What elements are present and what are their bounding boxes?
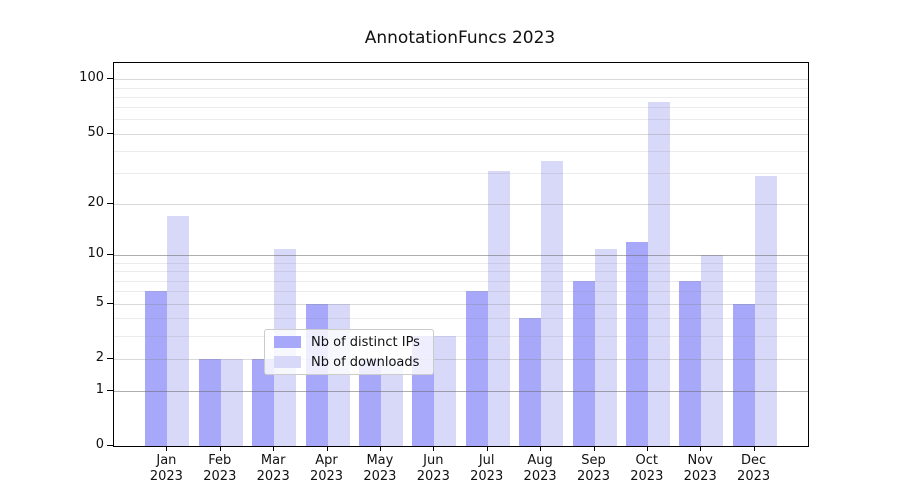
x-tick-label-nov: Nov 2023 xyxy=(683,453,717,484)
y-tick-label-100: 100 xyxy=(79,70,104,86)
gridline-y-8 xyxy=(114,271,808,273)
x-tick-label-jan: Jan 2023 xyxy=(149,453,183,484)
legend-swatch-downloads xyxy=(274,356,301,368)
y-tick-label-20: 20 xyxy=(87,195,104,210)
x-tick-mark-aug xyxy=(540,446,542,451)
bar-downloads-sep xyxy=(594,248,617,446)
y-tick-mark-2 xyxy=(107,357,113,359)
x-tick-mark-may xyxy=(379,446,381,451)
legend: Nb of distinct IPs Nb of downloads xyxy=(264,329,434,375)
y-tick-label-2: 2 xyxy=(95,349,104,365)
gridline-y-30 xyxy=(114,173,808,175)
bar-ips-nov xyxy=(679,280,702,446)
bar-ips-jul xyxy=(465,291,488,446)
y-tick-mark-50 xyxy=(107,132,113,134)
legend-swatch-distinct-ips xyxy=(274,336,301,348)
y-tick-mark-5 xyxy=(107,302,113,304)
bar-downloads-jan xyxy=(167,216,190,446)
y-tick-label-5: 5 xyxy=(95,294,104,310)
x-tick-label-sep: Sep 2023 xyxy=(576,453,611,484)
bar-ips-feb xyxy=(198,358,221,446)
gridline-y-10 xyxy=(114,255,808,257)
bar-downloads-aug xyxy=(541,161,564,446)
bar-ips-aug xyxy=(519,318,542,446)
bar-downloads-dec xyxy=(754,175,777,446)
legend-row-downloads: Nb of downloads xyxy=(265,354,433,370)
bar-downloads-jul xyxy=(487,170,510,446)
gridline-y-6 xyxy=(114,291,808,293)
x-tick-mark-mar xyxy=(273,446,275,451)
y-tick-label-10: 10 xyxy=(87,246,104,262)
x-tick-mark-jan xyxy=(166,446,168,451)
gridline-y-90 xyxy=(114,87,808,89)
gridline-y-60 xyxy=(114,119,808,121)
bar-ips-sep xyxy=(572,280,595,446)
legend-label-downloads: Nb of downloads xyxy=(311,354,420,370)
y-tick-mark-10 xyxy=(107,254,113,256)
bar-ips-dec xyxy=(732,303,755,446)
gridline-y-100 xyxy=(114,79,808,81)
x-tick-label-apr: Apr 2023 xyxy=(309,453,344,484)
x-tick-mark-oct xyxy=(646,446,648,451)
x-tick-label-oct: Oct 2023 xyxy=(630,453,664,484)
bar-ips-may xyxy=(358,358,381,446)
gridline-y-40 xyxy=(114,150,808,152)
x-tick-mark-sep xyxy=(593,446,595,451)
x-tick-mark-jul xyxy=(486,446,488,451)
y-tick-label-1: 1 xyxy=(95,381,104,397)
x-tick-mark-feb xyxy=(219,446,221,451)
x-tick-label-may: May 2023 xyxy=(363,453,397,484)
legend-label-distinct-ips: Nb of distinct IPs xyxy=(311,334,420,350)
gridline-y-2 xyxy=(114,358,808,360)
y-tick-label-50: 50 xyxy=(87,124,104,140)
gridline-y-70 xyxy=(114,107,808,109)
x-tick-label-jun: Jun 2023 xyxy=(416,453,450,484)
gridline-y-9 xyxy=(114,263,808,264)
bar-ips-jan xyxy=(145,291,168,446)
chart-title: AnnotationFuncs 2023 xyxy=(364,28,556,48)
x-tick-label-feb: Feb 2023 xyxy=(203,453,237,484)
gridline-y-5 xyxy=(114,303,808,305)
y-tick-mark-20 xyxy=(107,203,113,204)
x-tick-label-aug: Aug 2023 xyxy=(523,453,557,484)
x-tick-mark-nov xyxy=(700,446,702,451)
y-tick-label-0: 0 xyxy=(95,437,104,452)
x-tick-mark-dec xyxy=(753,446,755,451)
x-tick-label-mar: Mar 2023 xyxy=(256,453,290,484)
plot-area xyxy=(113,62,809,447)
bar-downloads-may xyxy=(380,358,403,446)
x-tick-mark-jun xyxy=(433,446,435,451)
bar-ips-oct xyxy=(625,242,648,446)
gridline-y-4 xyxy=(114,318,808,320)
y-tick-mark-1 xyxy=(107,389,113,391)
gridline-y-50 xyxy=(114,133,808,135)
bar-downloads-feb xyxy=(220,358,243,446)
bar-downloads-oct xyxy=(647,101,670,446)
x-tick-mark-apr xyxy=(326,446,328,451)
gridline-y-3 xyxy=(114,335,808,337)
legend-row-distinct-ips: Nb of distinct IPs xyxy=(265,334,433,350)
gridline-y-7 xyxy=(114,280,808,282)
x-tick-label-jul: Jul 2023 xyxy=(470,453,504,484)
gridline-y-1 xyxy=(114,390,808,392)
y-tick-mark-0 xyxy=(107,445,113,446)
x-tick-label-dec: Dec 2023 xyxy=(737,453,771,484)
bar-ips-mar xyxy=(252,358,275,446)
gridline-y-20 xyxy=(114,204,808,205)
y-tick-mark-100 xyxy=(107,78,113,80)
bar-downloads-nov xyxy=(701,255,724,446)
gridline-y-80 xyxy=(114,96,808,98)
